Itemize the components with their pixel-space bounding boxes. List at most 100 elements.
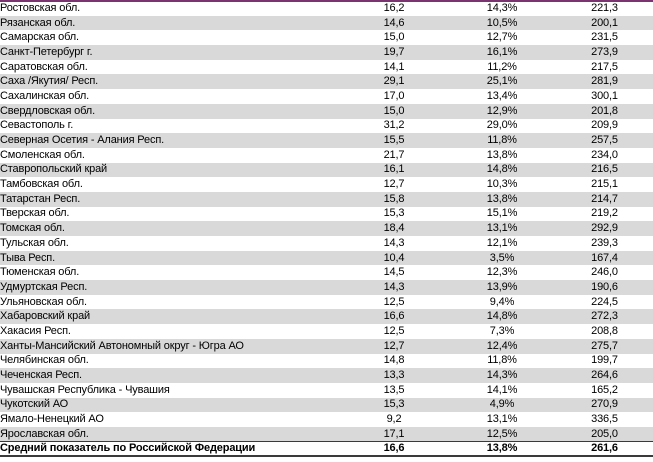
value-3-cell: 257,5 <box>556 133 653 148</box>
region-name-cell: Свердловская обл. <box>0 103 340 119</box>
value-1-cell: 15,0 <box>383 31 405 44</box>
region-name-cell: Тыва Респ. <box>0 250 340 266</box>
table-row: Сахалинская обл. 17,0 13,4% 300,1 <box>0 89 653 104</box>
value-1-cell: 15,5 <box>340 133 448 148</box>
region-name-cell: Ярославская обл. <box>0 426 340 442</box>
table-row: Тюменская обл. 14,5 12,3% 246,0 <box>0 265 653 280</box>
value-1-cell: 12,7 <box>383 178 405 191</box>
table-row: Татарстан Респ. 15,8 13,8% 214,7 <box>0 191 653 207</box>
value-3-cell: 281,9 <box>556 74 653 90</box>
value-2-cell: 13,9% <box>448 280 556 295</box>
value-2-cell: 12,1% <box>486 236 518 249</box>
table-row: Саратовская обл. 14,1 11,2% 217,5 <box>0 60 653 75</box>
value-3-cell: 205,0 <box>556 426 653 442</box>
value-1-cell: 17,1 <box>340 426 448 442</box>
value-3-cell: 190,6 <box>556 280 653 295</box>
value-2-cell: 14,1% <box>486 383 518 396</box>
value-2-cell: 7,3% <box>489 324 515 337</box>
value-2-cell: 13,1% <box>486 413 518 426</box>
value-1-cell: 14,6 <box>340 15 448 31</box>
value-3-cell: 217,5 <box>591 60 618 73</box>
region-name-cell: Чувашская Республика - Чувашия <box>0 383 170 396</box>
table-row: Севастополь г. 31,2 29,0% 209,9 <box>0 119 653 134</box>
value-1-cell: 13,5 <box>383 383 405 396</box>
value-3-cell: 275,7 <box>556 338 653 354</box>
value-2-cell: 3,5% <box>448 250 556 266</box>
table-row: Чеченская Респ. 13,3 14,3% 264,6 <box>0 368 653 383</box>
value-2-cell: 11,8% <box>487 354 517 367</box>
value-3-cell: 201,8 <box>556 103 653 119</box>
value-2-cell: 10,3% <box>486 178 518 191</box>
value-1-cell: 12,7 <box>340 338 448 354</box>
table-row: Ханты-Мансийский Автономный округ - Югра… <box>0 338 653 354</box>
value-1-cell: 21,7 <box>383 148 405 161</box>
value-1-cell: 14,3 <box>340 280 448 295</box>
region-name-cell: Хабаровский край <box>0 309 340 325</box>
value-2-cell: 12,3% <box>486 266 518 279</box>
summary-value-2: 13,8% <box>448 441 556 457</box>
value-2-cell: 10,5% <box>448 15 556 31</box>
region-name-cell: Смоленская обл. <box>0 148 85 161</box>
value-2-cell: 4,9% <box>448 397 556 413</box>
table-row: Ульяновская обл. 12,5 9,4% 224,5 <box>0 295 653 310</box>
value-3-cell: 208,8 <box>591 324 618 337</box>
value-2-cell: 12,4% <box>448 338 556 354</box>
value-1-cell: 29,1 <box>340 74 448 90</box>
table-row: Тульская обл. 14,3 12,1% 239,3 <box>0 236 653 251</box>
value-1-cell: 12,5 <box>383 295 405 308</box>
value-1-cell: 15,0 <box>340 103 448 119</box>
region-name-cell: Ульяновская обл. <box>0 295 87 308</box>
value-2-cell: 12,7% <box>486 31 518 44</box>
table-row: Чукотский АО 15,3 4,9% 270,9 <box>0 397 653 413</box>
value-1-cell: 16,1 <box>340 162 448 178</box>
value-1-cell: 15,3 <box>340 397 448 413</box>
value-3-cell: 216,5 <box>556 162 653 178</box>
value-3-cell: 199,7 <box>591 354 618 367</box>
value-1-cell: 14,8 <box>383 354 405 367</box>
value-2-cell: 12,9% <box>448 103 556 119</box>
value-1-cell: 14,1 <box>383 60 405 73</box>
table-row: Санкт-Петербург г. 19,7 16,1% 273,9 <box>0 45 653 60</box>
region-name-cell: Челябинская обл. <box>0 354 89 367</box>
table-row: Рязанская обл. 14,6 10,5% 200,1 <box>0 15 653 31</box>
value-3-cell: 167,4 <box>556 250 653 266</box>
value-2-cell: 14,3% <box>448 368 556 383</box>
table-row: Хабаровский край 16,6 14,8% 272,3 <box>0 309 653 325</box>
value-3-cell: 239,3 <box>591 236 618 249</box>
region-name-cell: Ханты-Мансийский Автономный округ - Югра… <box>0 338 340 354</box>
value-3-cell: 221,3 <box>591 2 618 15</box>
region-name-cell: Тверская обл. <box>0 207 70 220</box>
region-name-cell: Рязанская обл. <box>0 15 340 31</box>
summary-value-3: 261,6 <box>556 441 653 457</box>
value-1-cell: 16,2 <box>383 2 405 15</box>
table-row: Челябинская обл. 14,8 11,8% 199,7 <box>0 354 653 369</box>
table-row: Удмуртская Респ. 14,3 13,9% 190,6 <box>0 280 653 295</box>
table-row: Ставропольский край 16,1 14,8% 216,5 <box>0 162 653 178</box>
value-3-cell: 234,0 <box>591 148 618 161</box>
summary-row: Средний показатель по Российской Федерац… <box>0 441 653 457</box>
region-name-cell: Северная Осетия - Алания Респ. <box>0 133 340 148</box>
region-name-cell: Ставропольский край <box>0 162 340 178</box>
value-1-cell: 31,2 <box>383 119 405 132</box>
value-3-cell: 336,5 <box>591 413 618 426</box>
value-3-cell: 270,9 <box>556 397 653 413</box>
region-name-cell: Удмуртская Респ. <box>0 280 340 295</box>
value-3-cell: 219,2 <box>591 207 618 220</box>
value-3-cell: 272,3 <box>556 309 653 325</box>
value-3-cell: 273,9 <box>556 45 653 60</box>
value-1-cell: 18,4 <box>340 221 448 236</box>
value-1-cell: 14,3 <box>383 236 405 249</box>
table-body: Ростовская обл. 16,2 14,3% 221,3 Рязанская о… <box>0 1 653 442</box>
table-row: Ростовская обл. 16,2 14,3% 221,3 <box>0 1 653 16</box>
value-3-cell: 215,1 <box>591 178 618 191</box>
region-name-cell: Чукотский АО <box>0 397 340 413</box>
value-3-cell: 209,9 <box>591 119 618 132</box>
table-row: Ярославская обл. 17,1 12,5% 205,0 <box>0 426 653 442</box>
table-row: Самарская обл. 15,0 12,7% 231,5 <box>0 30 653 45</box>
region-name-cell: Ямало-Ненецкий АО <box>0 413 104 426</box>
table-row: Ямало-Ненецкий АО 9,2 13,1% 336,5 <box>0 412 653 427</box>
region-name-cell: Саратовская обл. <box>0 60 88 73</box>
table-row: Чувашская Республика - Чувашия 13,5 14,1% 1… <box>0 383 653 398</box>
region-name-cell: Чеченская Респ. <box>0 368 340 383</box>
